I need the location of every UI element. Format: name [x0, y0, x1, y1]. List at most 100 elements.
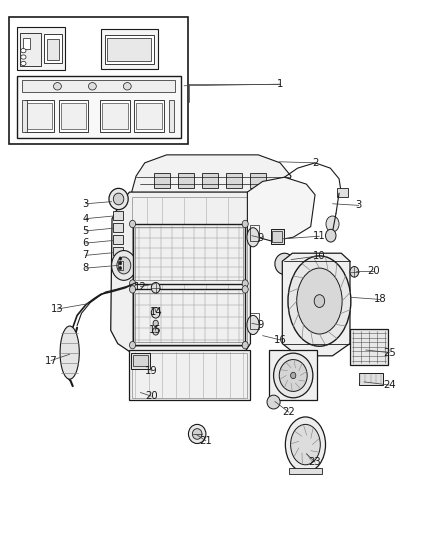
Text: 23: 23: [309, 457, 321, 467]
Ellipse shape: [247, 228, 259, 247]
Bar: [113, 247, 123, 255]
Bar: [251, 313, 259, 329]
Ellipse shape: [297, 268, 342, 334]
Text: 12: 12: [134, 282, 147, 292]
Ellipse shape: [130, 220, 136, 228]
Bar: [59, 100, 88, 132]
Bar: [21, 80, 175, 92]
Bar: [113, 223, 123, 232]
Text: 3: 3: [83, 199, 89, 209]
Polygon shape: [283, 253, 350, 356]
Ellipse shape: [325, 229, 336, 242]
Text: 25: 25: [383, 348, 396, 358]
Bar: [269, 350, 317, 400]
Bar: [289, 468, 322, 474]
Ellipse shape: [112, 251, 136, 280]
Ellipse shape: [247, 316, 259, 335]
Bar: [130, 350, 250, 400]
Ellipse shape: [242, 280, 248, 287]
Ellipse shape: [242, 220, 248, 228]
Ellipse shape: [314, 295, 325, 308]
Text: 1: 1: [277, 79, 283, 89]
Text: 22: 22: [283, 407, 295, 417]
Bar: [25, 100, 54, 132]
Text: 14: 14: [149, 306, 162, 317]
Text: 10: 10: [313, 251, 326, 261]
Bar: [251, 173, 266, 188]
Bar: [137, 103, 162, 130]
Bar: [61, 103, 86, 130]
Ellipse shape: [192, 429, 202, 439]
Text: 5: 5: [83, 226, 89, 236]
Text: 15: 15: [149, 325, 162, 335]
Ellipse shape: [286, 417, 325, 472]
Text: 7: 7: [83, 251, 89, 260]
Polygon shape: [111, 192, 251, 352]
Bar: [133, 224, 245, 284]
Ellipse shape: [153, 320, 158, 327]
Text: 6: 6: [83, 238, 89, 248]
Polygon shape: [132, 155, 291, 198]
Bar: [9, 17, 188, 144]
Bar: [105, 35, 154, 64]
Text: 18: 18: [374, 294, 387, 304]
Ellipse shape: [130, 286, 136, 293]
Ellipse shape: [109, 188, 128, 209]
Text: 17: 17: [45, 356, 57, 366]
Bar: [118, 261, 123, 270]
Text: 9: 9: [257, 233, 264, 243]
Bar: [135, 227, 243, 280]
Bar: [44, 34, 62, 63]
Bar: [154, 173, 170, 188]
Bar: [169, 100, 174, 132]
Bar: [17, 27, 65, 70]
Bar: [27, 103, 52, 130]
Bar: [135, 293, 243, 342]
Bar: [178, 173, 194, 188]
Ellipse shape: [113, 193, 124, 205]
Bar: [271, 229, 284, 244]
Bar: [131, 353, 150, 368]
Ellipse shape: [130, 280, 136, 287]
Bar: [133, 355, 148, 367]
Ellipse shape: [279, 360, 307, 391]
Bar: [113, 211, 123, 220]
Ellipse shape: [124, 83, 131, 90]
Ellipse shape: [21, 49, 26, 53]
Bar: [17, 76, 181, 138]
Bar: [20, 33, 41, 66]
Ellipse shape: [21, 61, 26, 66]
Bar: [226, 173, 242, 188]
Ellipse shape: [350, 266, 359, 277]
Bar: [251, 225, 259, 241]
Text: 9: 9: [257, 320, 264, 330]
Text: 16: 16: [274, 335, 286, 345]
Ellipse shape: [117, 257, 131, 274]
Ellipse shape: [88, 83, 96, 90]
Ellipse shape: [119, 266, 122, 270]
Text: 24: 24: [383, 380, 396, 390]
Ellipse shape: [290, 424, 320, 465]
Bar: [202, 173, 218, 188]
Ellipse shape: [130, 342, 136, 349]
Ellipse shape: [119, 257, 122, 260]
Bar: [350, 329, 388, 365]
Bar: [272, 231, 282, 242]
Bar: [107, 38, 151, 61]
Ellipse shape: [53, 83, 61, 90]
Bar: [359, 373, 383, 384]
Bar: [113, 235, 123, 244]
Ellipse shape: [21, 55, 26, 59]
Ellipse shape: [290, 372, 296, 378]
Ellipse shape: [60, 326, 79, 379]
Bar: [133, 289, 245, 345]
Ellipse shape: [151, 282, 160, 293]
Bar: [132, 353, 247, 398]
Ellipse shape: [326, 216, 339, 232]
Text: 11: 11: [313, 231, 326, 241]
Polygon shape: [247, 177, 315, 241]
Ellipse shape: [151, 308, 160, 318]
Ellipse shape: [188, 424, 206, 443]
Text: 20: 20: [367, 266, 380, 276]
Bar: [22, 38, 29, 49]
